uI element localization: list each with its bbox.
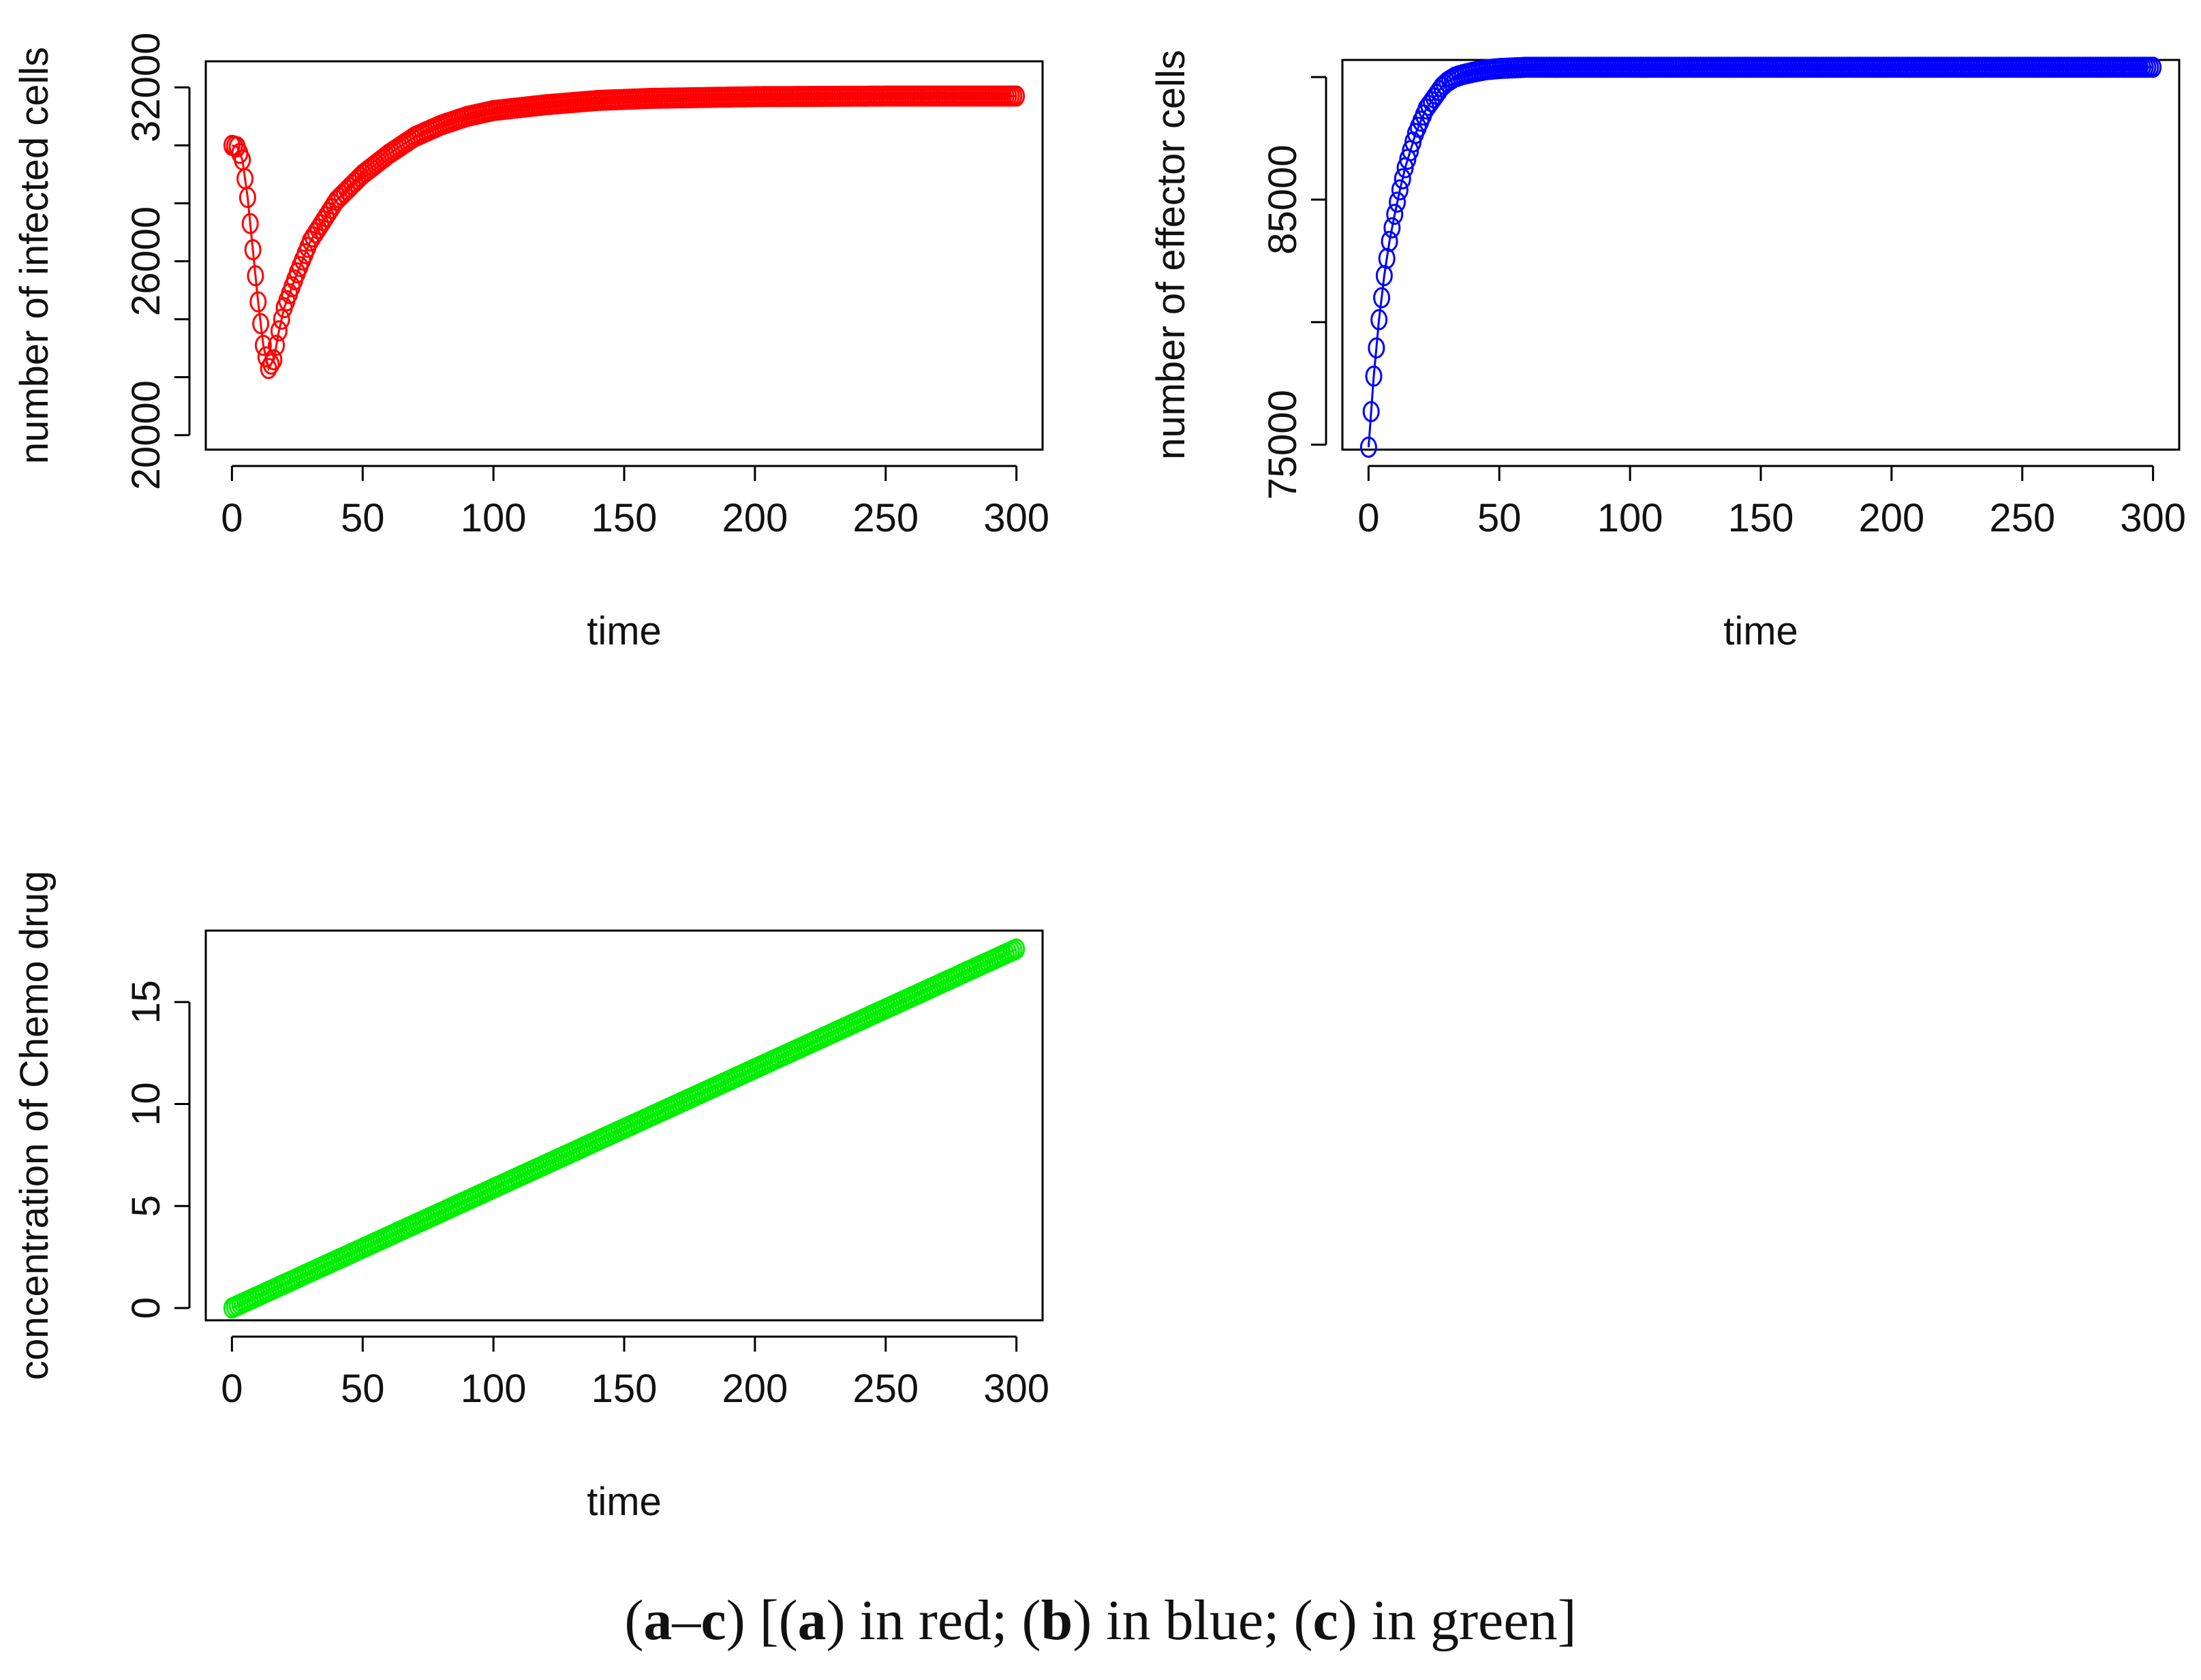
x-tick-label: 0 (221, 496, 243, 540)
x-tick-label: 0 (1357, 496, 1379, 540)
data-point (247, 265, 264, 287)
caption-mid2: ) in red; ( (826, 1589, 1041, 1652)
caption-a: a (643, 1589, 673, 1652)
data-point (262, 354, 280, 375)
data-point (265, 349, 283, 371)
x-tick-label: 200 (722, 1367, 788, 1411)
x-tick-label: 0 (221, 1367, 243, 1411)
y-tick-label: 75000 (1261, 390, 1305, 499)
data-point (1394, 168, 1411, 189)
y-axis-title: number of effector cells (1149, 50, 1193, 460)
data-point (1389, 191, 1406, 213)
y-tick-label: 32000 (124, 33, 168, 142)
data-point (1391, 179, 1409, 201)
y-tick-label: 85000 (1261, 144, 1305, 254)
y-tick-label: 15 (124, 980, 168, 1025)
x-tick-label: 200 (1858, 496, 1924, 540)
chart-c: 0 50 100 150 200 250 300 0 5 10 15 time concentratio… (12, 871, 1049, 1524)
data-point (1368, 337, 1385, 359)
y-tick-label: 5 (124, 1195, 168, 1217)
x-tick-label: 150 (591, 1367, 658, 1411)
data-point (1365, 365, 1383, 387)
x-tick-label: 50 (341, 1367, 385, 1411)
data-point (1375, 265, 1393, 287)
data-point (254, 335, 272, 356)
data-point (241, 213, 259, 234)
data-point (1381, 230, 1398, 252)
x-tick-label: 250 (852, 1367, 919, 1411)
data-point (268, 335, 286, 356)
chart-b: 0 50 100 150 200 250 300 75000 85000 time number o… (1149, 50, 2186, 653)
x-tick-label: 100 (461, 496, 527, 540)
x-tick-label: 300 (983, 496, 1049, 540)
y-tick-label: 26000 (124, 206, 168, 316)
caption-mid1: ) [( (726, 1589, 798, 1652)
x-tick-label: 150 (1728, 496, 1794, 540)
x-axis-title: time (587, 609, 662, 653)
data-point (1008, 85, 1026, 107)
plot-frame (204, 929, 1044, 1322)
x-tick-label: 100 (461, 1367, 527, 1411)
data-point (1378, 247, 1396, 269)
data-point (1370, 309, 1388, 330)
x-axis-title: time (1723, 609, 1798, 653)
x-tick-label: 50 (341, 496, 385, 540)
data-point (1373, 287, 1391, 309)
x-tick-label: 250 (852, 496, 919, 540)
data-point (2144, 57, 2162, 78)
y-tick-label: 20000 (124, 380, 168, 490)
x-tick-label: 300 (2120, 496, 2186, 540)
chart-a: 0 50 100 150 200 250 300 20000 26000 32000 time num… (12, 33, 1049, 653)
caption-b: b (1041, 1589, 1073, 1652)
data-point (1383, 217, 1401, 238)
data-point (1386, 204, 1404, 225)
data-point (244, 239, 262, 260)
x-tick-label: 300 (983, 1367, 1049, 1411)
data-point (270, 320, 288, 342)
figure-caption: (a–c) [(a) in red; (b) in blue; (c) in g… (0, 1587, 2201, 1653)
caption-mid3: ) in blue; ( (1073, 1589, 1313, 1652)
y-axis-title: number of infected cells (12, 47, 57, 465)
plot-frame (204, 60, 1044, 451)
caption-open: ( (624, 1589, 644, 1652)
data-point (1362, 401, 1380, 422)
data-point (1008, 938, 1026, 960)
x-tick-label: 250 (1989, 496, 2055, 540)
x-tick-label: 50 (1477, 496, 1522, 540)
data-point (273, 309, 290, 330)
x-tick-label: 100 (1597, 496, 1663, 540)
x-axis-title: time (587, 1480, 662, 1524)
y-axis-title: concentration of Chemo drug (12, 871, 57, 1380)
caption-c: c (701, 1589, 726, 1652)
caption-a2: a (797, 1589, 827, 1652)
caption-mid4: ) in green] (1338, 1589, 1577, 1652)
caption-c2: c (1312, 1589, 1338, 1652)
y-tick-label: 10 (124, 1082, 168, 1126)
data-point (249, 291, 267, 313)
series-line (232, 95, 1017, 371)
caption-dash: – (672, 1589, 701, 1652)
y-tick-label: 0 (124, 1297, 168, 1319)
data-point (257, 346, 275, 368)
plot-frame (1341, 59, 2181, 451)
series-line (1367, 66, 2153, 448)
x-tick-label: 150 (591, 496, 658, 540)
x-tick-label: 200 (722, 496, 788, 540)
data-point (1359, 436, 1377, 458)
data-point (238, 187, 256, 208)
data-point (252, 313, 270, 335)
